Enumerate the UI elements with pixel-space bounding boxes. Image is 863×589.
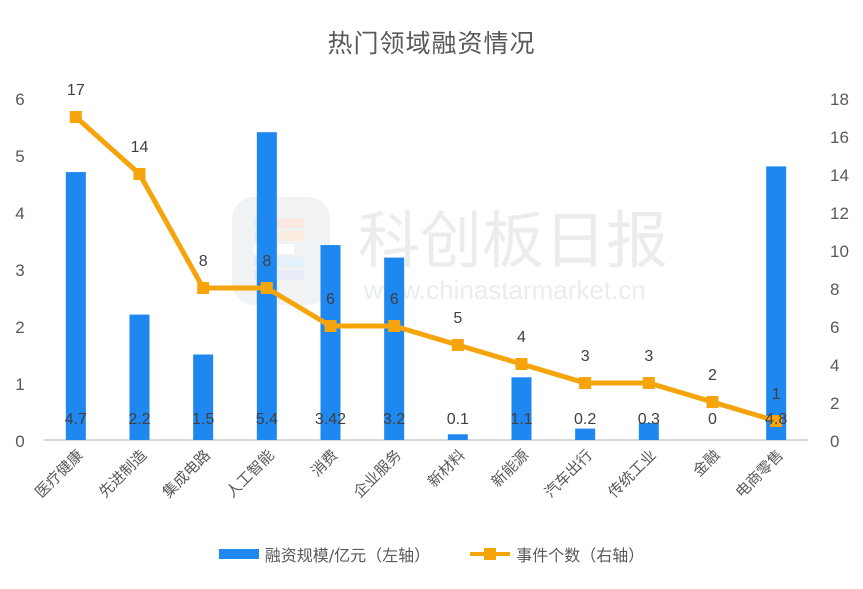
watermark: 科创板日报 www.chinastarmarket.cn bbox=[232, 197, 668, 305]
line-marker-icon[interactable] bbox=[260, 282, 273, 294]
bar[interactable] bbox=[638, 422, 659, 440]
line-value-label: 8 bbox=[262, 253, 271, 270]
category-label: 医疗健康 bbox=[31, 446, 86, 501]
legend: 融资规模/亿元（左轴） 事件个数（右轴） bbox=[0, 542, 863, 566]
line-value-label: 17 bbox=[67, 82, 85, 99]
category-label: 电商零售 bbox=[732, 446, 787, 501]
legend-line-label: 事件个数（右轴） bbox=[516, 546, 645, 565]
right-axis-tick: 8 bbox=[830, 280, 839, 299]
left-axis-tick: 2 bbox=[15, 318, 24, 337]
watermark-name: 科创板日报 bbox=[358, 204, 668, 277]
right-axis-tick: 6 bbox=[830, 318, 839, 337]
bar-value-label: 0.1 bbox=[447, 411, 469, 428]
legend-item-bar[interactable]: 融资规模/亿元（左轴） bbox=[218, 542, 431, 566]
bar[interactable] bbox=[511, 377, 532, 440]
category-label: 新能源 bbox=[488, 446, 533, 491]
right-axis-tick: 16 bbox=[830, 128, 849, 147]
line-marker-icon[interactable] bbox=[451, 339, 464, 351]
bar-value-label: 4.8 bbox=[765, 411, 787, 428]
line-marker-icon[interactable] bbox=[197, 282, 210, 294]
bar[interactable] bbox=[320, 245, 341, 440]
bar-swatch-icon bbox=[218, 549, 259, 559]
line-value-label: 4 bbox=[517, 329, 526, 346]
line-value-label: 3 bbox=[644, 348, 653, 365]
bar-value-label: 3.42 bbox=[315, 411, 346, 428]
line-marker-icon[interactable] bbox=[324, 320, 337, 332]
right-axis-tick: 10 bbox=[830, 242, 849, 261]
line-marker-icon[interactable] bbox=[642, 377, 655, 389]
line-marker-icon[interactable] bbox=[133, 168, 146, 180]
left-axis-tick: 1 bbox=[15, 375, 24, 394]
bar[interactable] bbox=[129, 314, 150, 440]
category-label: 传统工业 bbox=[604, 446, 659, 501]
bar[interactable] bbox=[193, 354, 214, 441]
line-value-label: 14 bbox=[131, 139, 149, 156]
right-axis-tick: 2 bbox=[830, 394, 839, 413]
line-value-label: 3 bbox=[581, 348, 590, 365]
bar[interactable] bbox=[447, 434, 468, 440]
line-value-label: 2 bbox=[708, 367, 717, 384]
bar[interactable] bbox=[384, 257, 405, 440]
category-label: 汽车出行 bbox=[541, 446, 596, 501]
category-label: 人工智能 bbox=[222, 446, 277, 501]
left-axis-tick: 4 bbox=[15, 204, 24, 223]
bar[interactable] bbox=[766, 166, 787, 440]
legend-item-line[interactable]: 事件个数（右轴） bbox=[470, 542, 644, 566]
bar-value-label: 4.7 bbox=[65, 411, 87, 428]
legend-bar-label: 融资规模/亿元（左轴） bbox=[264, 546, 431, 565]
bar-value-label: 1.5 bbox=[192, 411, 214, 428]
bar-value-label: 0.3 bbox=[638, 411, 660, 428]
line-marker-icon[interactable] bbox=[388, 320, 401, 332]
line-marker-icon[interactable] bbox=[579, 377, 592, 389]
line-value-label: 6 bbox=[390, 291, 399, 308]
bar[interactable] bbox=[65, 172, 86, 440]
left-axis-tick: 5 bbox=[15, 147, 24, 166]
right-axis-tick: 18 bbox=[830, 90, 849, 109]
line-marker-icon[interactable] bbox=[706, 396, 719, 408]
line-marker-icon[interactable] bbox=[69, 111, 82, 123]
bar[interactable] bbox=[575, 428, 596, 440]
bar-value-label: 3.2 bbox=[383, 411, 405, 428]
line-marker-icon[interactable] bbox=[515, 358, 528, 370]
category-label: 新材料 bbox=[424, 446, 469, 491]
category-label: 企业服务 bbox=[350, 446, 405, 501]
line-marker-swatch-icon bbox=[470, 547, 511, 561]
line-value-label: 6 bbox=[326, 291, 335, 308]
right-axis-tick: 12 bbox=[830, 204, 849, 223]
chart-title: 热门领域融资情况 bbox=[327, 29, 536, 58]
line-value-label: 1 bbox=[772, 386, 781, 403]
left-axis-tick: 0 bbox=[15, 432, 24, 451]
bar-value-label: 1.1 bbox=[510, 411, 532, 428]
left-axis-tick: 6 bbox=[15, 90, 24, 109]
bar-value-label: 0 bbox=[708, 411, 717, 428]
left-axis-tick: 3 bbox=[15, 261, 24, 280]
right-axis-tick: 4 bbox=[830, 356, 839, 375]
right-axis-tick: 14 bbox=[830, 166, 849, 185]
event-count-line bbox=[74, 115, 777, 424]
category-label: 集成电路 bbox=[159, 446, 214, 501]
line-marker-icon[interactable] bbox=[770, 415, 783, 427]
line-value-label: 8 bbox=[199, 253, 208, 270]
bar-value-label: 0.2 bbox=[574, 411, 596, 428]
category-label: 先进制造 bbox=[95, 446, 150, 501]
bar-value-label: 5.4 bbox=[256, 411, 278, 428]
watermark-url: www.chinastarmarket.cn bbox=[363, 275, 646, 305]
right-axis-tick: 0 bbox=[830, 432, 839, 451]
category-label: 金融 bbox=[689, 446, 723, 480]
category-label: 消费 bbox=[307, 446, 341, 480]
bar-value-label: 2.2 bbox=[128, 411, 150, 428]
line-value-label: 5 bbox=[453, 310, 462, 327]
